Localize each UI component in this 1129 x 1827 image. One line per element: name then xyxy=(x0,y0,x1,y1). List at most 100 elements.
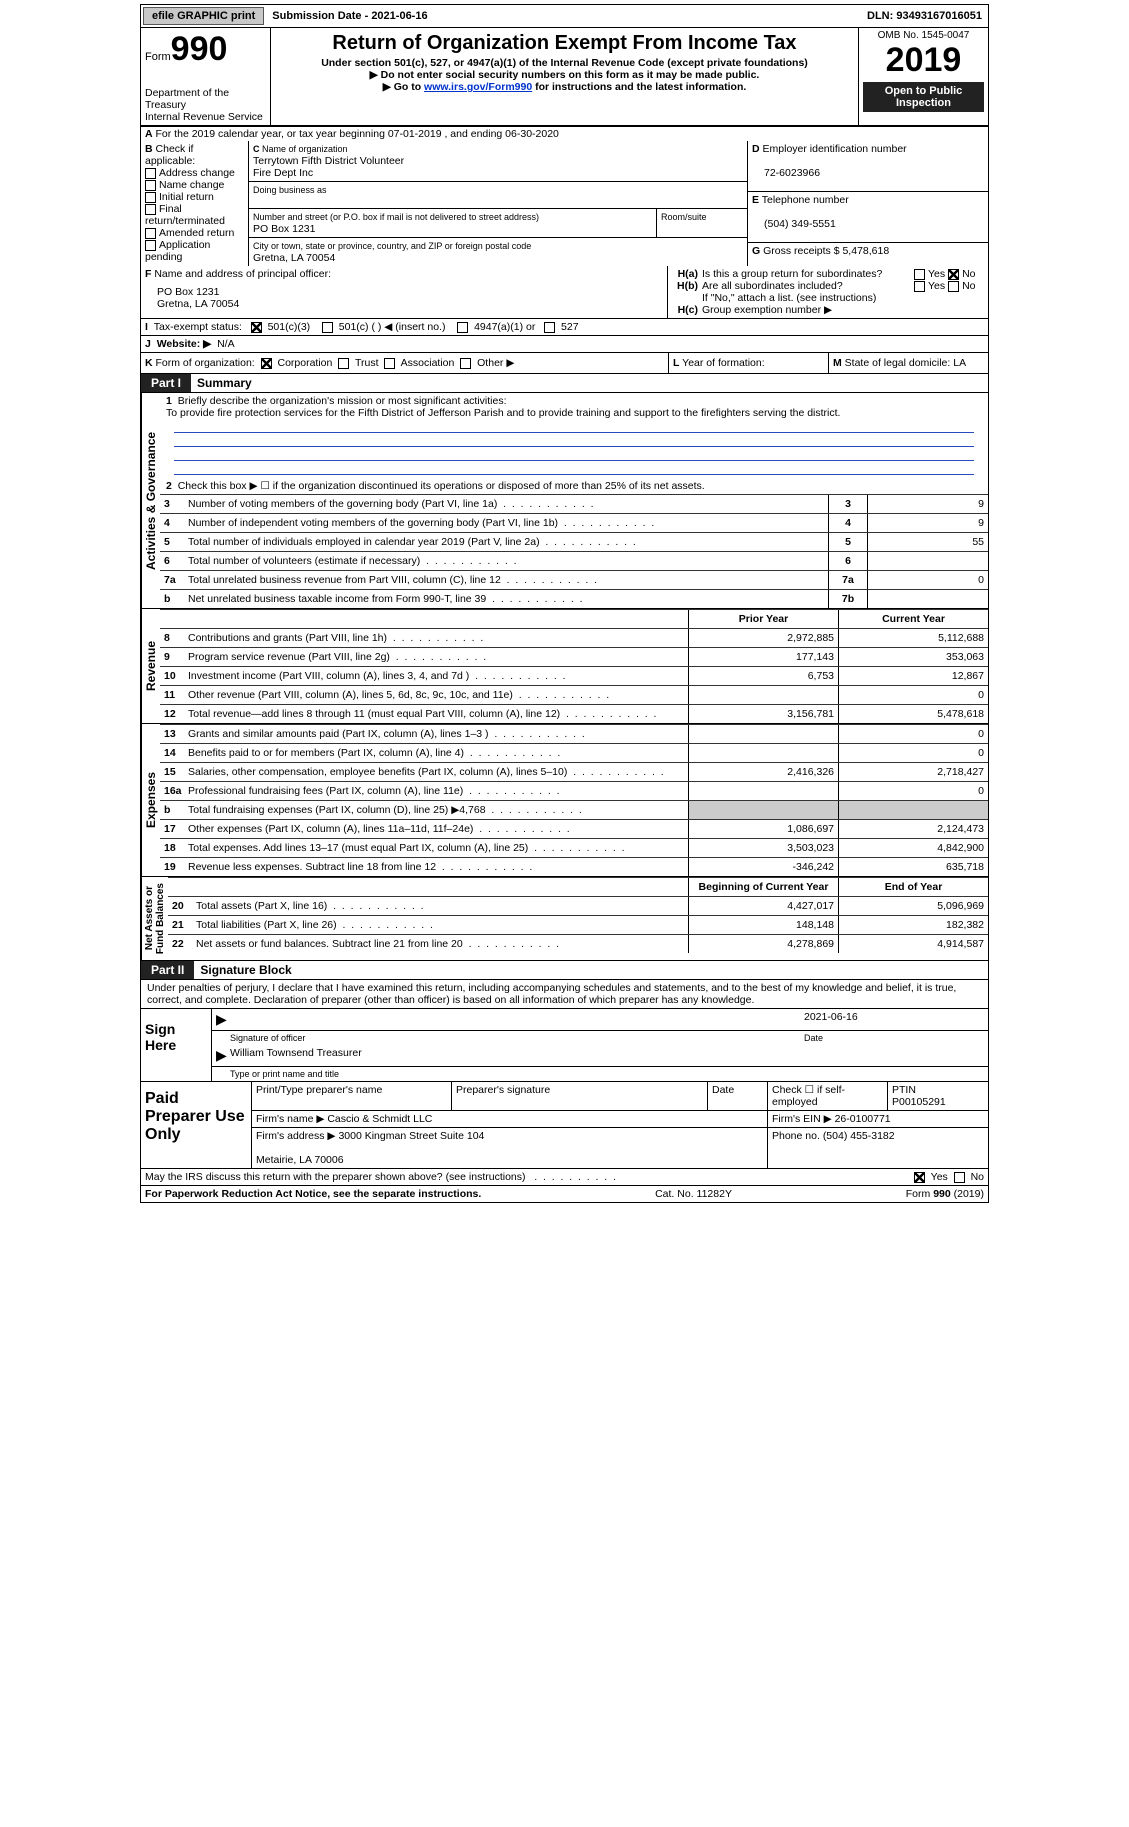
b-check-item: Application pending xyxy=(145,239,244,263)
k-trust-checkbox[interactable] xyxy=(338,358,349,369)
b-checkbox[interactable] xyxy=(145,192,156,203)
b-check-item: Initial return xyxy=(145,191,244,203)
i-501c-checkbox[interactable] xyxy=(322,322,333,333)
footer-cat: Cat. No. 11282Y xyxy=(655,1188,732,1200)
h-a-no-checkbox[interactable] xyxy=(948,269,959,280)
discuss-no-checkbox[interactable] xyxy=(954,1172,965,1183)
efile-print-button[interactable]: efile GRAPHIC print xyxy=(143,7,264,25)
paid-preparer-label: Paid Preparer Use Only xyxy=(141,1082,251,1168)
gross-receipts-label: Gross receipts $ xyxy=(763,245,839,257)
summary-row: bNet unrelated business taxable income f… xyxy=(160,589,988,608)
form-subtitle1: Under section 501(c), 527, or 4947(a)(1)… xyxy=(275,57,854,69)
summary-row: 19Revenue less expenses. Subtract line 1… xyxy=(160,857,988,876)
part1-header: Part I xyxy=(141,374,191,392)
summary-row: 17Other expenses (Part IX, column (A), l… xyxy=(160,819,988,838)
dln: DLN: 93493167016051 xyxy=(861,8,988,24)
current-year-header: Current Year xyxy=(838,610,988,628)
h-a-question: Is this a group return for subordinates? xyxy=(702,268,914,280)
summary-row: 9Program service revenue (Part VIII, lin… xyxy=(160,647,988,666)
pp-selfemp-label: Check ☐ if self-employed xyxy=(768,1082,888,1110)
summary-row: 3Number of voting members of the governi… xyxy=(160,494,988,513)
org-address: PO Box 1231 xyxy=(253,223,315,235)
h-b-yes-checkbox[interactable] xyxy=(914,281,925,292)
i-527-checkbox[interactable] xyxy=(544,322,555,333)
discuss-yes-checkbox[interactable] xyxy=(914,1172,925,1183)
summary-row: 5Total number of individuals employed in… xyxy=(160,532,988,551)
org-city: Gretna, LA 70054 xyxy=(253,252,335,264)
firm-ein-label: Firm's EIN ▶ xyxy=(772,1113,832,1125)
footer-right: Form 990 (2019) xyxy=(906,1188,984,1200)
b-check-item: Name change xyxy=(145,179,244,191)
b-checkbox[interactable] xyxy=(145,204,156,215)
b-check-item: Final return/terminated xyxy=(145,203,244,227)
gross-receipts-value: 5,478,618 xyxy=(842,245,889,257)
b-check-item: Address change xyxy=(145,167,244,179)
pp-sig-label: Preparer's signature xyxy=(452,1082,708,1110)
firm-ein-value: 26-0100771 xyxy=(835,1113,891,1125)
line-a: A For the 2019 calendar year, or tax yea… xyxy=(140,126,989,141)
b-checkbox[interactable] xyxy=(145,168,156,179)
h-c-label: Group exemption number ▶ xyxy=(702,304,914,316)
room-label: Room/suite xyxy=(661,212,707,222)
irs-link[interactable]: www.irs.gov/Form990 xyxy=(424,81,532,93)
b-checkbox[interactable] xyxy=(145,240,156,251)
date-label: Date xyxy=(804,1033,984,1043)
mission-text: To provide fire protection services for … xyxy=(166,407,840,419)
discuss-row: May the IRS discuss this return with the… xyxy=(140,1169,989,1186)
sig-arrow-icon: ▶ xyxy=(216,1011,230,1028)
officer-address: PO Box 1231 Gretna, LA 70054 xyxy=(145,280,663,310)
b-checkbox[interactable] xyxy=(145,228,156,239)
i-4947-checkbox[interactable] xyxy=(457,322,468,333)
i-501c3-checkbox[interactable] xyxy=(251,322,262,333)
summary-row: 10Investment income (Part VIII, column (… xyxy=(160,666,988,685)
summary-row: 11Other revenue (Part VIII, column (A), … xyxy=(160,685,988,704)
line-j: J Website: ▶ N/A xyxy=(140,336,989,353)
b-checkbox[interactable] xyxy=(145,180,156,191)
pp-ptin-value: P00105291 xyxy=(892,1096,946,1108)
line-m: M State of legal domicile: LA xyxy=(828,353,988,373)
begin-year-header: Beginning of Current Year xyxy=(688,878,838,896)
summary-row: 21Total liabilities (Part X, line 26)148… xyxy=(168,915,988,934)
expenses-side-label: Expenses xyxy=(141,724,160,876)
penalties-text: Under penalties of perjury, I declare th… xyxy=(141,980,988,1008)
open-inspection: Open to Public Inspection xyxy=(863,82,984,112)
summary-row: 6Total number of volunteers (estimate if… xyxy=(160,551,988,570)
summary-row: 22Net assets or fund balances. Subtract … xyxy=(168,934,988,953)
section-c-label: C Name of organization xyxy=(253,144,348,154)
h-b-note: If "No," attach a list. (see instruction… xyxy=(672,292,984,304)
line-k: K Form of organization: Corporation Trus… xyxy=(141,353,668,373)
firm-phone-value: (504) 455-3182 xyxy=(823,1130,895,1142)
h-a-yes-checkbox[interactable] xyxy=(914,269,925,280)
omb-number: OMB No. 1545-0047 xyxy=(863,30,984,41)
form-subtitle2: ▶ Do not enter social security numbers o… xyxy=(275,69,854,81)
h-b-no-checkbox[interactable] xyxy=(948,281,959,292)
summary-row: 8Contributions and grants (Part VIII, li… xyxy=(160,628,988,647)
summary-row: 16aProfessional fundraising fees (Part I… xyxy=(160,781,988,800)
sig-date-value: 2021-06-16 xyxy=(804,1011,984,1028)
addr-label: Number and street (or P.O. box if mail i… xyxy=(253,212,539,222)
k-assoc-checkbox[interactable] xyxy=(384,358,395,369)
tax-year: 2019 xyxy=(863,41,984,80)
revenue-side-label: Revenue xyxy=(141,609,160,723)
part2-title: Signature Block xyxy=(200,963,291,977)
section-b-label: B Check if applicable: xyxy=(145,143,244,167)
b-check-item: Amended return xyxy=(145,227,244,239)
phone-value: (504) 349-5551 xyxy=(752,218,836,230)
q2-label: Check this box ▶ ☐ if the organization d… xyxy=(178,480,705,492)
k-corp-checkbox[interactable] xyxy=(261,358,272,369)
org-name: Terrytown Fifth District Volunteer Fire … xyxy=(253,155,404,179)
k-other-checkbox[interactable] xyxy=(460,358,471,369)
form-title: Return of Organization Exempt From Incom… xyxy=(275,32,854,55)
firm-name-label: Firm's name ▶ xyxy=(256,1113,324,1125)
sig-name-value: William Townsend Treasurer xyxy=(230,1047,804,1064)
dba-label: Doing business as xyxy=(253,185,327,195)
q1-label: Briefly describe the organization's miss… xyxy=(178,395,507,407)
sig-officer-label: Signature of officer xyxy=(230,1033,804,1043)
summary-row: 4Number of independent voting members of… xyxy=(160,513,988,532)
summary-row: 13Grants and similar amounts paid (Part … xyxy=(160,724,988,743)
top-bar: efile GRAPHIC print Submission Date - 20… xyxy=(140,4,989,28)
line-l: L Year of formation: xyxy=(668,353,828,373)
sign-here-label: Sign Here xyxy=(141,1009,211,1081)
firm-name-value: Cascio & Schmidt LLC xyxy=(327,1113,432,1125)
phone-label: Telephone number xyxy=(762,194,849,206)
